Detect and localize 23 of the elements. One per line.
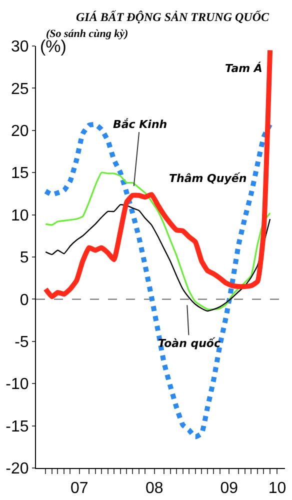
x-tick-label: 08 [145, 480, 164, 498]
y-tick-label: 0 [20, 292, 29, 309]
text: Toàn quốc [158, 337, 221, 350]
y-tick-label: -10 [6, 376, 29, 394]
y-tick-label: -20 [6, 460, 29, 478]
y-tick-label: 25 [11, 80, 29, 98]
x-tick-label: 09 [220, 480, 238, 498]
line-series [45, 204, 271, 312]
line-series [44, 172, 271, 310]
y-tick-label: 10 [11, 207, 29, 224]
y-tick-label: -5 [14, 334, 29, 351]
y-tick-label: 20 [11, 123, 29, 140]
y-tick-label: 30 [11, 38, 29, 56]
chart-title: GIÁ BẤT ĐỘNG SẢN TRUNG QUỐC [76, 10, 270, 24]
chart-subtitle: (So sánh cùng kỳ) [46, 28, 128, 40]
text: Bắc Kinh [113, 118, 168, 131]
series-label: Thâm Quyến [169, 172, 247, 185]
series-label: Tam Á [225, 61, 262, 75]
y-tick-label: 5 [20, 250, 29, 267]
y-tick-label: -15 [6, 418, 29, 436]
x-tick-label: 10 [268, 480, 286, 498]
y-tick-label: 15 [11, 165, 29, 182]
x-tick-label: 07 [70, 480, 88, 498]
